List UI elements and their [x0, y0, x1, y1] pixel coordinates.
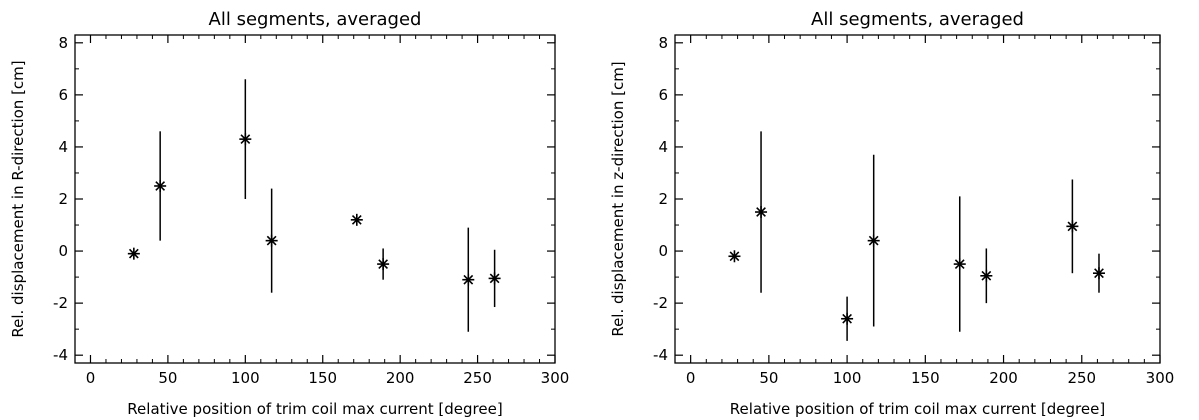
asterisk-marker-stroke [489, 273, 500, 284]
y-tick-label: 4 [658, 138, 668, 156]
x-tick-label: 250 [463, 369, 492, 387]
x-tick-label: 50 [759, 369, 778, 387]
chart-title: All segments, averaged [209, 9, 422, 30]
x-tick-label: 50 [158, 369, 177, 387]
plot-frame [674, 34, 1161, 364]
asterisk-marker-stroke [954, 259, 965, 269]
y-tick-label: 8 [658, 34, 668, 52]
y-tick-label: 4 [58, 138, 68, 156]
data-point [350, 213, 363, 226]
asterisk-marker-stroke [128, 248, 139, 259]
asterisk-marker-stroke [756, 207, 766, 217]
y-tick-label: 6 [58, 86, 68, 104]
data-point [127, 247, 140, 260]
asterisk-marker-stroke [240, 134, 251, 145]
plot-frame [74, 34, 556, 364]
data-point [755, 131, 768, 293]
y-tick-label: 8 [58, 34, 68, 52]
data-point [265, 188, 278, 293]
x-tick-label: 0 [86, 369, 96, 387]
y-tick-label: -4 [653, 346, 668, 364]
data-point [980, 248, 993, 304]
data-point [377, 248, 390, 280]
data-point [462, 227, 475, 332]
x-tick-label: 0 [686, 369, 696, 387]
x-tick-label: 150 [911, 369, 940, 387]
asterisk-marker-stroke [842, 313, 852, 324]
asterisk-marker-stroke [351, 214, 362, 225]
asterisk-marker-stroke [729, 251, 740, 262]
y-tick-label: -2 [653, 294, 668, 312]
asterisk-marker-stroke [155, 181, 166, 191]
x-tick-label: 200 [989, 369, 1018, 387]
x-tick-label: 100 [231, 369, 260, 387]
data-point [1092, 253, 1105, 293]
data-point [728, 250, 741, 263]
data-point [867, 154, 880, 327]
x-axis-label: Relative position of trim coil max curre… [127, 400, 502, 418]
x-tick-label: 300 [541, 369, 570, 387]
y-tick-label: -2 [53, 294, 68, 312]
data-point [154, 131, 167, 241]
asterisk-marker-stroke [868, 235, 879, 246]
y-tick-label: -4 [53, 346, 68, 364]
asterisk-marker-stroke [1094, 268, 1104, 279]
y-axis-label: Rel. displacement in z-direction [cm] [609, 61, 627, 336]
data-point [239, 79, 252, 199]
data-point [488, 249, 501, 308]
x-tick-label: 250 [1067, 369, 1096, 387]
asterisk-marker-stroke [378, 259, 389, 269]
chart-title: All segments, averaged [811, 9, 1024, 30]
data-point [841, 296, 854, 341]
x-tick-label: 100 [833, 369, 862, 387]
y-tick-label: 0 [58, 242, 68, 260]
chart-panel-2: All segments, averaged 0 50 100 150 200 250 300… [609, 9, 1174, 418]
data-point [1066, 179, 1079, 274]
y-tick-label: 0 [658, 242, 668, 260]
x-tick-label: 150 [308, 369, 337, 387]
y-tick-label: 2 [658, 190, 668, 208]
asterisk-marker-stroke [266, 235, 277, 246]
x-axis-label: Relative position of trim coil max curre… [730, 400, 1105, 418]
asterisk-marker-stroke [463, 274, 474, 285]
chart-panel-1: All segments, averaged 0 50 100 150 200 250 300… [9, 9, 569, 418]
y-tick-label: 2 [58, 190, 68, 208]
asterisk-marker-stroke [1067, 221, 1078, 232]
x-tick-label: 300 [1146, 369, 1175, 387]
y-tick-label: 6 [658, 86, 668, 104]
data-point [953, 196, 966, 332]
x-tick-label: 200 [386, 369, 415, 387]
asterisk-marker-stroke [981, 270, 992, 281]
y-axis-label: Rel. displacement in R-direction [cm] [9, 60, 27, 337]
